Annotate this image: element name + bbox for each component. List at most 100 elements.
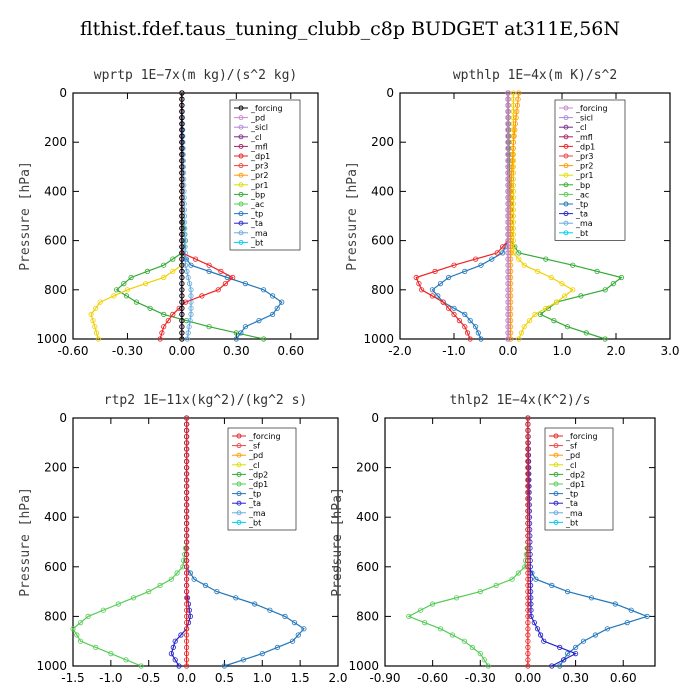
series-point: [184, 644, 190, 651]
series-point: [295, 632, 301, 638]
legend-entry: _ta: [575, 210, 588, 219]
series-point: [469, 644, 475, 651]
legend-marker: [236, 510, 242, 516]
legend-marker: [238, 182, 244, 188]
series-point: [170, 256, 176, 262]
series-point: [525, 464, 531, 471]
series-point: [505, 115, 511, 121]
legend-marker: [563, 191, 569, 197]
legend-marker: [238, 191, 244, 197]
series-point: [221, 663, 227, 669]
legend-marker: [238, 115, 244, 121]
series-point: [182, 299, 189, 305]
series-point: [628, 607, 634, 613]
series-point: [159, 330, 165, 336]
legend-marker: [563, 163, 569, 169]
series-point: [525, 657, 531, 663]
y-tick-label: 600: [356, 560, 379, 574]
series-point: [518, 330, 525, 336]
legend-marker: [236, 519, 242, 525]
x-tick-label: 0.0: [498, 344, 517, 358]
series-point: [157, 582, 163, 589]
series-point: [111, 293, 117, 299]
series-point: [179, 225, 185, 231]
series-point: [184, 650, 190, 657]
series-point: [168, 650, 174, 657]
series-point: [534, 626, 541, 632]
series-point: [242, 324, 248, 330]
series-point: [179, 250, 185, 256]
series-point: [269, 311, 276, 317]
series-point: [179, 287, 185, 293]
series-point: [184, 508, 190, 514]
legend-marker: [563, 220, 569, 226]
series-point: [505, 90, 511, 96]
legend-marker: [563, 124, 569, 130]
series-point: [184, 551, 190, 558]
series-point: [179, 139, 185, 145]
series-point: [624, 619, 630, 626]
series-point: [222, 280, 228, 287]
series-point: [416, 280, 422, 287]
legend-marker: [553, 500, 559, 506]
legend-marker: [238, 220, 244, 226]
series-point: [289, 638, 296, 644]
series-point: [508, 182, 514, 188]
series-point: [525, 576, 531, 582]
series-point: [184, 471, 190, 477]
series-point: [206, 268, 212, 274]
series-point: [184, 452, 190, 458]
series-point: [184, 632, 190, 638]
series-point: [525, 483, 531, 489]
legend-entry: _bt: [250, 238, 263, 247]
series-point: [179, 158, 185, 164]
series-point: [505, 201, 511, 207]
series-point: [510, 90, 517, 96]
legend-entry: _cl: [575, 123, 587, 132]
series-point: [537, 632, 544, 638]
series-point: [179, 151, 185, 158]
legend-entry: _dp1: [250, 152, 270, 161]
x-tick-label: 0.30: [562, 671, 589, 685]
series-point: [505, 244, 511, 250]
series-point: [578, 293, 584, 299]
series-point: [95, 336, 102, 342]
panel-title: wpthlp 1E−4x(m K)/s^2: [453, 68, 617, 83]
series-point: [612, 601, 618, 607]
series-point: [604, 626, 611, 632]
series-point: [602, 336, 608, 342]
series-point: [505, 176, 511, 182]
series-point: [516, 256, 522, 262]
legend-entry: _pr1: [250, 181, 268, 190]
series-point: [85, 613, 91, 620]
series-point: [437, 626, 444, 632]
legend-entry: _forcing: [575, 104, 608, 113]
y-tick-label: 0: [59, 86, 67, 100]
series-point: [435, 293, 441, 299]
legend-marker: [563, 153, 569, 159]
legend-marker: [238, 230, 244, 236]
series-point: [525, 440, 531, 446]
series-point: [512, 121, 519, 127]
legend-entry: _dp2: [248, 470, 268, 479]
legend-entry: _dp1: [565, 480, 585, 489]
series-point: [179, 262, 185, 268]
series-point: [184, 601, 190, 607]
series-line-dp1: [415, 93, 509, 340]
plot-frame: [72, 92, 319, 340]
legend-entry: _pr3: [575, 152, 593, 161]
series-point: [184, 421, 190, 427]
series-point: [179, 207, 185, 213]
series-point: [179, 280, 185, 287]
series-point: [505, 96, 511, 102]
series-point: [505, 182, 511, 188]
x-tick-label: -0.5: [137, 671, 160, 685]
series-point: [184, 520, 190, 527]
legend-entry: _mfl: [575, 133, 593, 142]
series-point: [121, 280, 127, 287]
series-point: [70, 626, 76, 632]
series-point: [179, 188, 185, 194]
series-point: [279, 299, 285, 305]
legend-marker: [238, 105, 244, 111]
